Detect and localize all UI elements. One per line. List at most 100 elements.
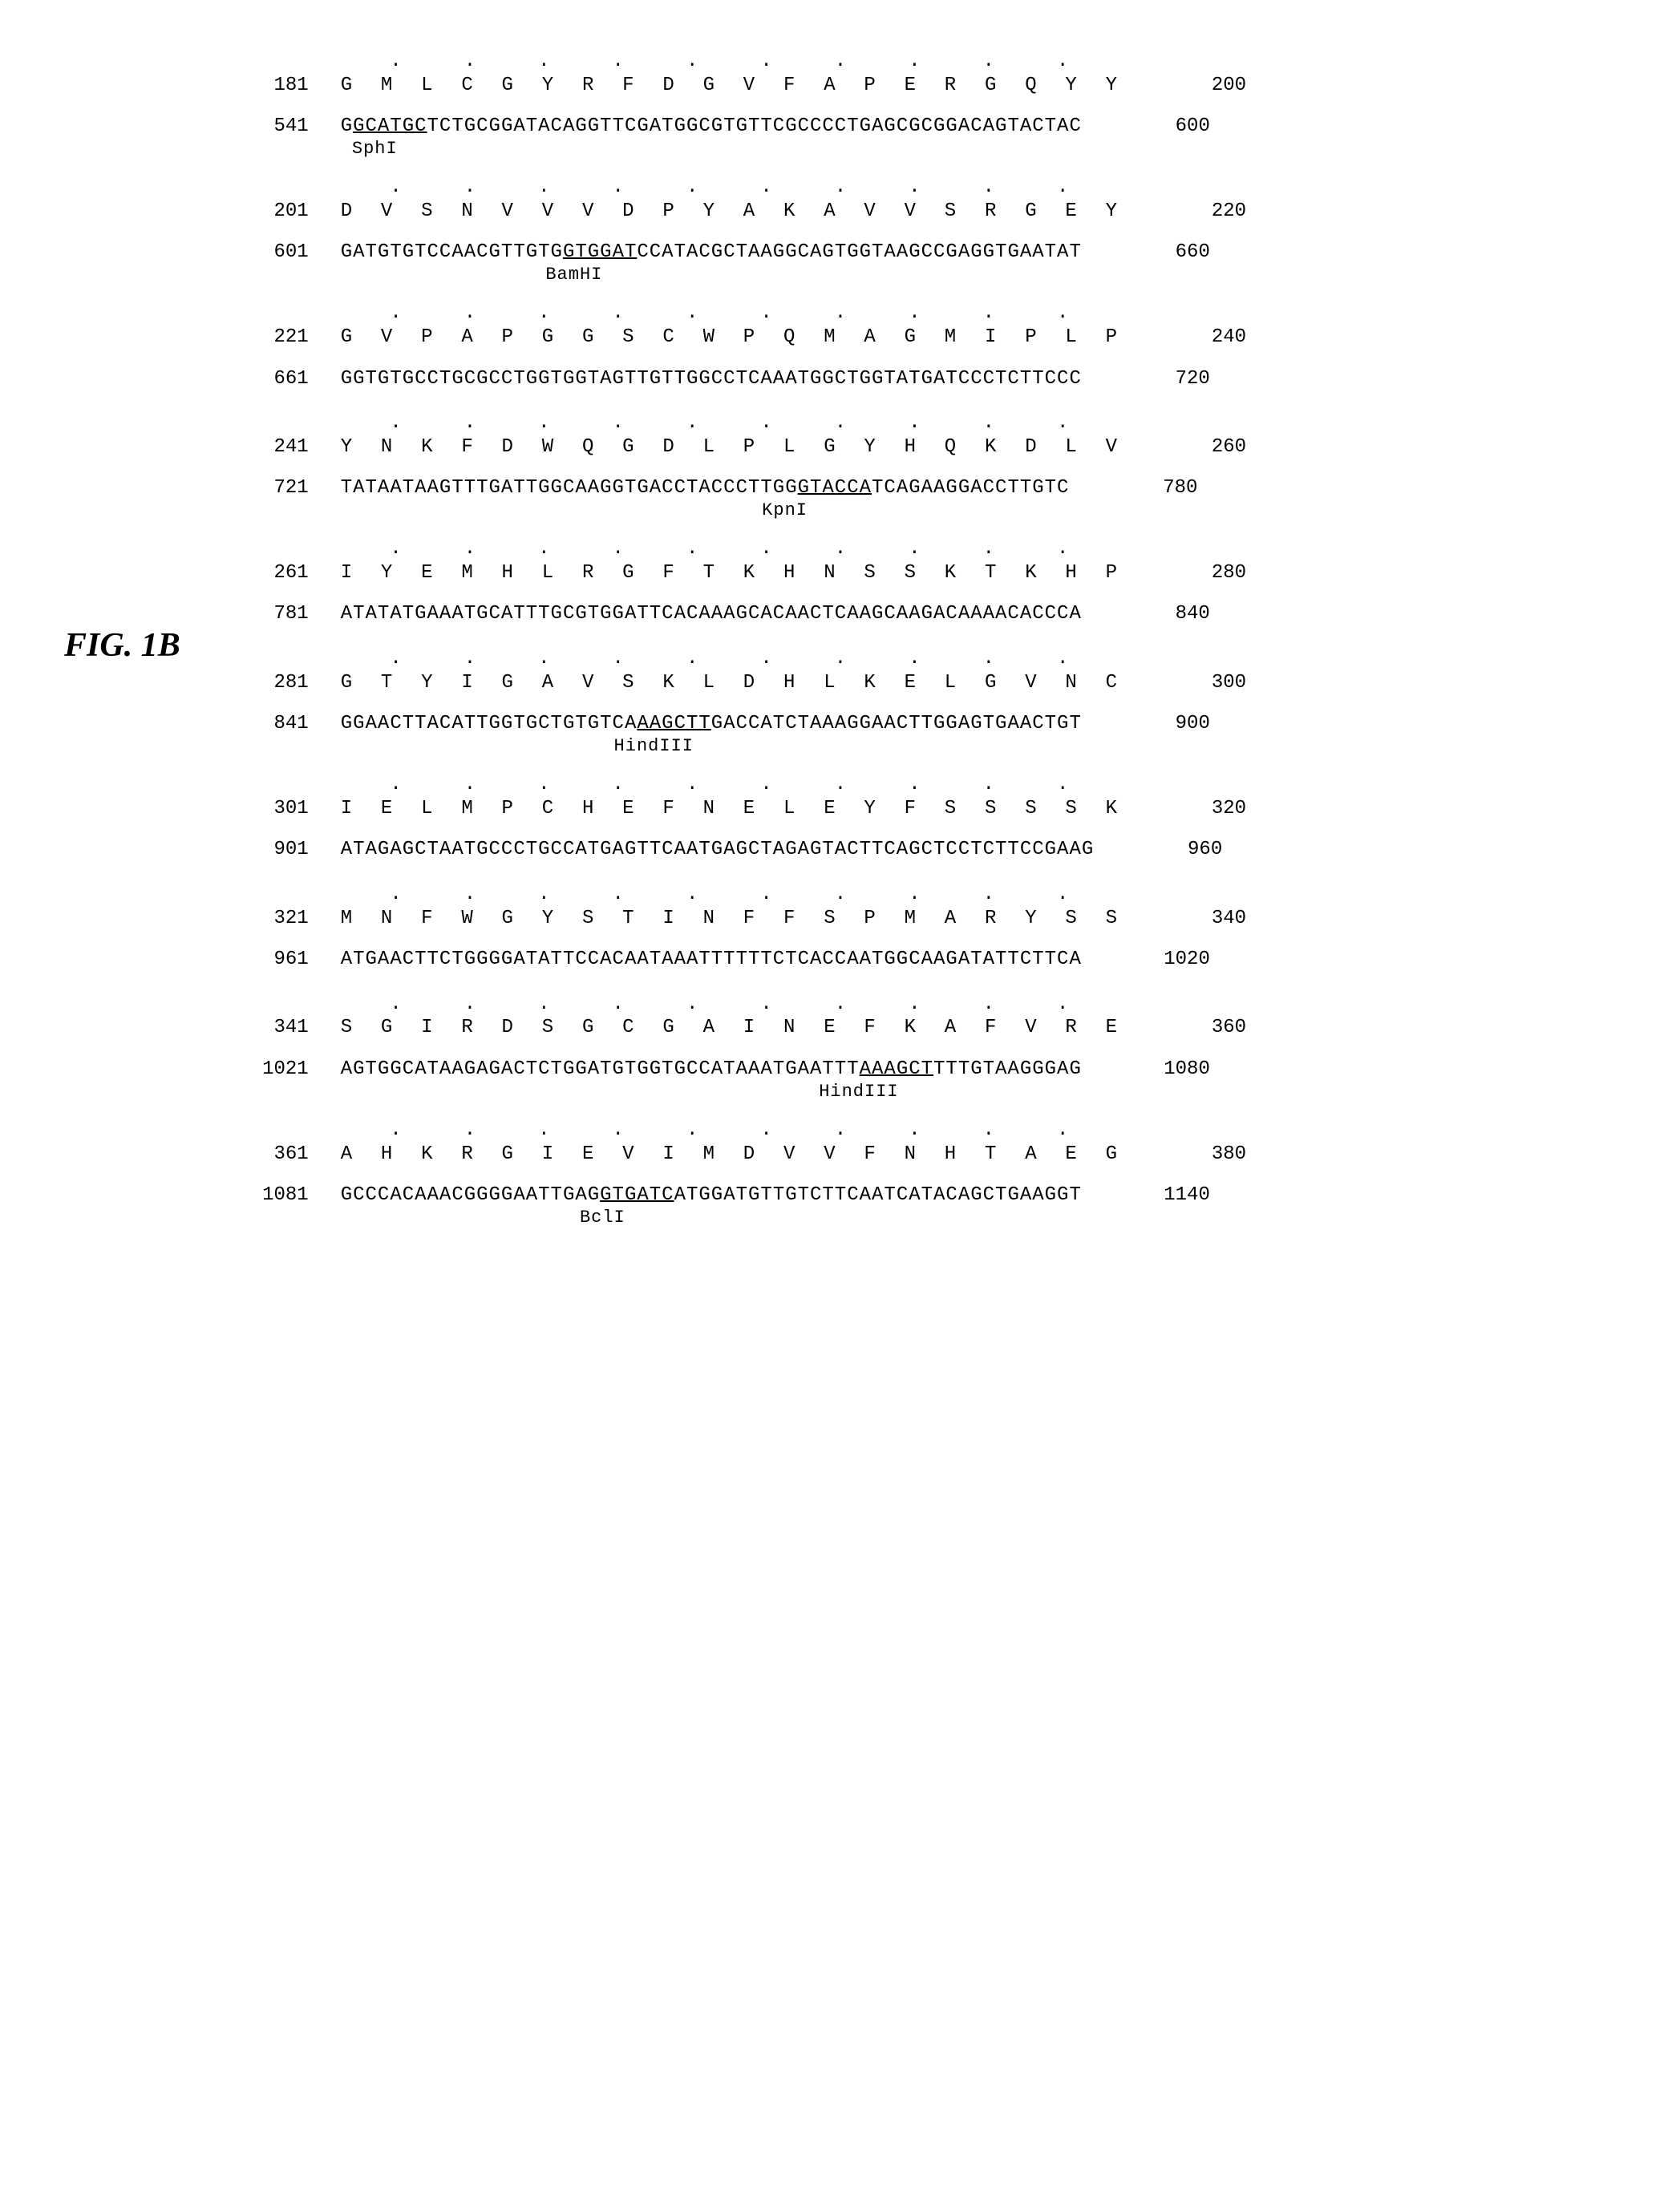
aa-row: 201D V S N V V V D P Y A K A V V S R G E… (229, 198, 1246, 225)
aa-pos-left: 341 (229, 1014, 341, 1042)
nuc-pos-left: 661 (229, 366, 341, 393)
nuc-seq: ATGAACTTCTGGGGATATTCCACAATAAATTTTTTCTCAC… (341, 946, 1082, 973)
nuc-pos-left: 601 (229, 239, 341, 266)
nuc-seq: TATAATAAGTTTGATTGGCAAGGTGACCTACCCTTGGGTA… (341, 475, 1070, 502)
aa-pos-right: 340 (1118, 905, 1246, 933)
marker-dots: . . . . . . . . . . (229, 881, 1246, 908)
nuc-pos-right: 1140 (1082, 1182, 1210, 1209)
dot-markers: . . . . . . . . . . (341, 1117, 1082, 1144)
restriction-site-underline: AAGCTT (637, 713, 710, 734)
aa-row: 341S G I R D S G C G A I N E F K A F V R… (229, 1014, 1246, 1042)
marker-dots: . . . . . . . . . . (229, 48, 1246, 75)
restriction-site-label-row: HindIII (229, 1082, 1246, 1102)
restriction-site-underline: AAAGCT (860, 1058, 933, 1080)
nuc-pos-left: 721 (229, 475, 341, 502)
aa-pos-right: 280 (1118, 560, 1246, 587)
nuc-pos-left: 1081 (229, 1182, 341, 1209)
nuc-row: 781ATATATGAAATGCATTTGCGTGGATTCACAAAGCACA… (229, 601, 1246, 628)
nuc-row: 1081GCCCACAAACGGGGAATTGAGGTGATCATGGATGTT… (229, 1182, 1246, 1209)
dot-markers: . . . . . . . . . . (341, 881, 1082, 908)
nuc-row: 661GGTGTGCCTGCGCCTGGTGGTAGTTGTTGGCCTCAAA… (229, 366, 1246, 393)
nuc-pos-left: 1021 (229, 1056, 341, 1083)
aa-row: 241Y N K F D W Q G D L P L G Y H Q K D L… (229, 434, 1246, 461)
nuc-pos-left: 901 (229, 836, 341, 864)
aa-pos-left: 181 (229, 72, 341, 99)
restriction-site-underline: GTGATC (600, 1184, 674, 1206)
marker-dots: . . . . . . . . . . (229, 771, 1246, 799)
restriction-site-label-row: BamHI (229, 265, 1246, 285)
restriction-site-label-row: SphI (229, 139, 1246, 160)
restriction-site-labels: BamHI (341, 265, 603, 285)
nuc-row: 1021AGTGGCATAAGAGACTCTGGATGTGGTGCCATAAAT… (229, 1056, 1246, 1083)
aa-pos-right: 260 (1118, 434, 1246, 461)
dot-markers: . . . . . . . . . . (341, 771, 1082, 799)
nuc-pos-right: 840 (1082, 601, 1210, 628)
nuc-seq: GATGTGTCCAACGTTGTGGTGGATCCATACGCTAAGGCAG… (341, 239, 1082, 266)
aa-pos-right: 320 (1118, 795, 1246, 823)
aa-pos-right: 240 (1118, 324, 1246, 351)
dot-markers: . . . . . . . . . . (341, 536, 1082, 563)
marker-dots: . . . . . . . . . . (229, 174, 1246, 201)
restriction-site-underline: GTACCA (798, 477, 872, 499)
restriction-site-labels: KpnI (341, 500, 808, 521)
nuc-pos-right: 660 (1082, 239, 1210, 266)
marker-dots: . . . . . . . . . . (229, 1117, 1246, 1144)
restriction-site-labels: SphI (341, 139, 398, 160)
marker-dots: . . . . . . . . . . (229, 645, 1246, 673)
marker-dots: . . . . . . . . . . (229, 536, 1246, 563)
aa-pos-left: 361 (229, 1141, 341, 1168)
aa-row: 181G M L C G Y R F D G V F A P E R G Q Y… (229, 72, 1246, 99)
nuc-row: 541GGCATGCTCTGCGGATACAGGTTCGATGGCGTGTTCG… (229, 113, 1246, 140)
aa-pos-right: 300 (1118, 670, 1246, 697)
nuc-pos-right: 1080 (1082, 1056, 1210, 1083)
aa-pos-right: 360 (1118, 1014, 1246, 1042)
aa-pos-left: 281 (229, 670, 341, 697)
aa-row: 281G T Y I G A V S K L D H L K E L G V N… (229, 670, 1246, 697)
nuc-seq: ATATATGAAATGCATTTGCGTGGATTCACAAAGCACAACT… (341, 601, 1082, 628)
aa-seq: M N F W G Y S T I N F F S P M A R Y S S (341, 905, 1118, 933)
aa-seq: G T Y I G A V S K L D H L K E L G V N C (341, 670, 1118, 697)
figure-label: FIG. 1B (64, 626, 180, 665)
nuc-row: 961ATGAACTTCTGGGGATATTCCACAATAAATTTTTTCT… (229, 946, 1246, 973)
aa-row: 261I Y E M H L R G F T K H N S S K T K H… (229, 560, 1246, 587)
aa-pos-left: 241 (229, 434, 341, 461)
marker-dots: . . . . . . . . . . (229, 991, 1246, 1018)
nuc-row: 901ATAGAGCTAATGCCCTGCCATGAGTTCAATGAGCTAG… (229, 836, 1246, 864)
nuc-seq: GGTGTGCCTGCGCCTGGTGGTAGTTGTTGGCCTCAAATGG… (341, 366, 1082, 393)
restriction-site-labels: HindIII (341, 736, 694, 757)
restriction-site-underline: GTGGAT (563, 241, 637, 263)
dot-markers: . . . . . . . . . . (341, 48, 1082, 75)
nuc-row: 721TATAATAAGTTTGATTGGCAAGGTGACCTACCCTTGG… (229, 475, 1246, 502)
aa-row: 321M N F W G Y S T I N F F S P M A R Y S… (229, 905, 1246, 933)
nuc-seq: GGAACTTACATTGGTGCTGTGTCAAAGCTTGACCATCTAA… (341, 710, 1082, 738)
nuc-row: 601GATGTGTCCAACGTTGTGGTGGATCCATACGCTAAGG… (229, 239, 1246, 266)
nuc-seq: GGCATGCTCTGCGGATACAGGTTCGATGGCGTGTTCGCCC… (341, 113, 1082, 140)
aa-pos-right: 380 (1118, 1141, 1246, 1168)
aa-pos-left: 301 (229, 795, 341, 823)
aa-seq: G V P A P G G S C W P Q M A G M I P L P (341, 324, 1118, 351)
aa-pos-left: 261 (229, 560, 341, 587)
aa-seq: A H K R G I E V I M D V V F N H T A E G (341, 1141, 1118, 1168)
nuc-pos-left: 781 (229, 601, 341, 628)
marker-dots: . . . . . . . . . . (229, 410, 1246, 437)
dot-markers: . . . . . . . . . . (341, 410, 1082, 437)
nuc-pos-right: 780 (1069, 475, 1197, 502)
nuc-pos-left: 541 (229, 113, 341, 140)
restriction-site-label-row: BclI (229, 1208, 1246, 1228)
sequence-block: . . . . . . . . . . 181G M L C G Y R F D… (229, 48, 1246, 1243)
marker-dots: . . . . . . . . . . (229, 300, 1246, 327)
dot-markers: . . . . . . . . . . (341, 300, 1082, 327)
nuc-pos-right: 960 (1094, 836, 1222, 864)
aa-pos-left: 201 (229, 198, 341, 225)
nuc-pos-right: 600 (1082, 113, 1210, 140)
aa-seq: Y N K F D W Q G D L P L G Y H Q K D L V (341, 434, 1118, 461)
nuc-seq: GCCCACAAACGGGGAATTGAGGTGATCATGGATGTTGTCT… (341, 1182, 1082, 1209)
nuc-pos-right: 720 (1082, 366, 1210, 393)
aa-seq: G M L C G Y R F D G V F A P E R G Q Y Y (341, 72, 1118, 99)
aa-row: 221G V P A P G G S C W P Q M A G M I P L… (229, 324, 1246, 351)
aa-seq: S G I R D S G C G A I N E F K A F V R E (341, 1014, 1118, 1042)
nuc-seq: AGTGGCATAAGAGACTCTGGATGTGGTGCCATAAATGAAT… (341, 1056, 1082, 1083)
aa-row: 361A H K R G I E V I M D V V F N H T A E… (229, 1141, 1246, 1168)
aa-seq: I Y E M H L R G F T K H N S S K T K H P (341, 560, 1118, 587)
nuc-pos-left: 961 (229, 946, 341, 973)
